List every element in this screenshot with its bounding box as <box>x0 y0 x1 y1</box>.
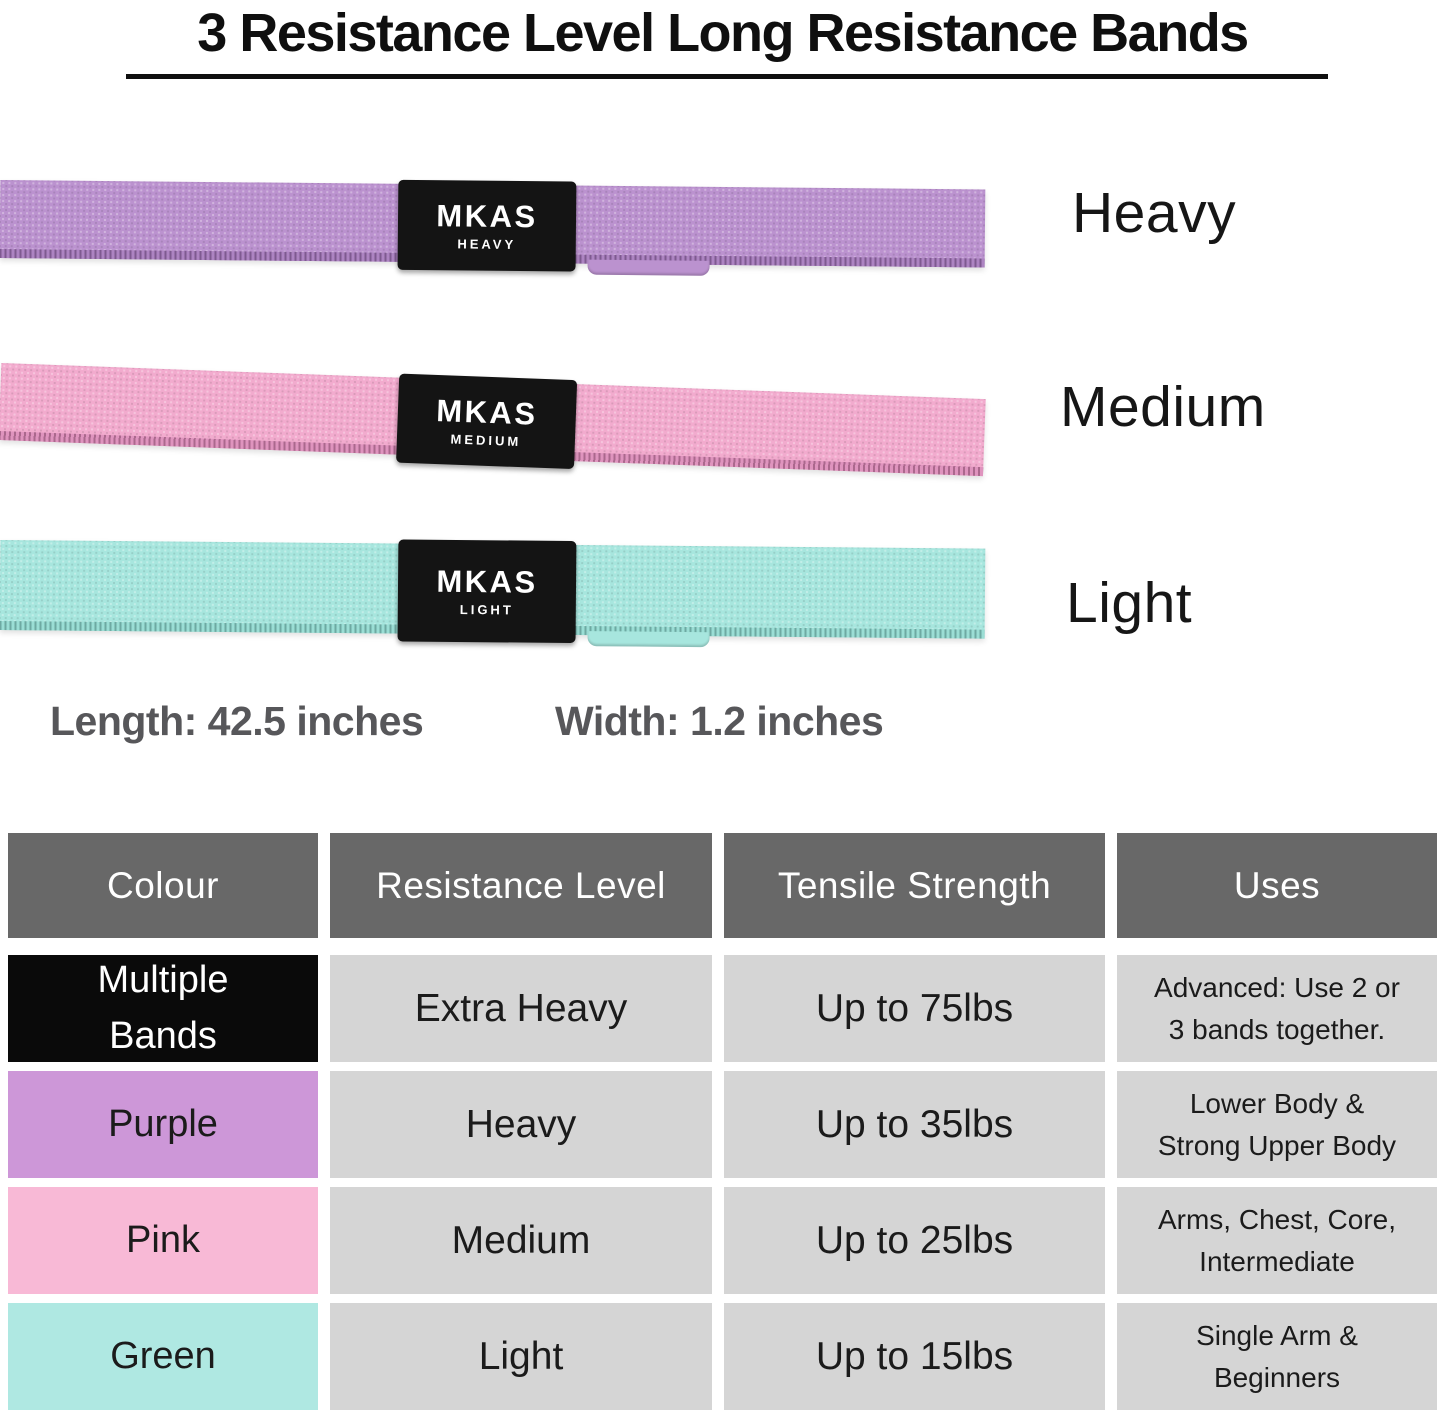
band-medium: MKAS MEDIUM <box>0 363 986 477</box>
band-heavy: MKAS HEAVY <box>0 179 986 276</box>
band-light-tag: MKAS LIGHT <box>397 539 577 644</box>
tag-level-text: HEAVY <box>457 236 517 252</box>
uses-cell: Arms, Chest, Core, Intermediate <box>1117 1187 1437 1294</box>
tag-level-text: LIGHT <box>459 602 514 618</box>
colour-cell-multiple-bands: Multiple Bands <box>8 955 318 1062</box>
colour-cell-text: Purple <box>108 1102 218 1145</box>
brand-logo-text: MKAS <box>435 392 539 432</box>
brand-logo-text: MKAS <box>436 563 538 600</box>
resistance-cell: Extra Heavy <box>330 955 712 1062</box>
colour-cell-pink: Pink <box>8 1187 318 1294</box>
dimensions-line: Length: 42.5 inches Width: 1.2 inches <box>0 698 1445 748</box>
header-cell-resistance-level: Resistance Level <box>330 833 712 938</box>
band-heavy-tag: MKAS HEAVY <box>397 179 577 272</box>
band-light: MKAS LIGHT <box>0 539 986 648</box>
uses-cell: Advanced: Use 2 or 3 bands together. <box>1117 955 1437 1062</box>
tag-level-text: MEDIUM <box>450 431 522 449</box>
side-label-medium: Medium <box>1060 375 1266 439</box>
colour-cell-text: Multiple Bands <box>97 959 229 1057</box>
band-medium-tag: MKAS MEDIUM <box>396 373 578 470</box>
resistance-cell: Heavy <box>330 1071 712 1178</box>
uses-cell: Lower Body & Strong Upper Body <box>1117 1071 1437 1178</box>
tensile-cell: Up to 15lbs <box>724 1303 1105 1410</box>
resistance-cell: Light <box>330 1303 712 1410</box>
header-cell-uses: Uses <box>1117 833 1437 938</box>
header-cell-tensile-strength: Tensile Strength <box>724 833 1105 938</box>
colour-cell-green: Green <box>8 1303 318 1410</box>
colour-cell-text: Pink <box>126 1218 200 1261</box>
spec-table-body: Multiple Bands Extra Heavy Up to 75lbs A… <box>8 955 1437 1410</box>
brand-logo-text: MKAS <box>436 198 538 235</box>
tensile-cell: Up to 35lbs <box>724 1071 1105 1178</box>
side-label-light: Light <box>1066 571 1193 635</box>
title-underline <box>126 74 1328 79</box>
uses-cell: Single Arm & Beginners <box>1117 1303 1437 1410</box>
band-light-photo: MKAS LIGHT <box>0 539 986 648</box>
tensile-cell: Up to 25lbs <box>724 1187 1105 1294</box>
band-medium-photo: MKAS MEDIUM <box>0 363 986 477</box>
resistance-cell: Medium <box>330 1187 712 1294</box>
spec-table-header: Colour Resistance Level Tensile Strength… <box>8 833 1437 938</box>
colour-cell-purple: Purple <box>8 1071 318 1178</box>
band-heavy-photo: MKAS HEAVY <box>0 179 986 276</box>
tensile-cell: Up to 75lbs <box>724 955 1105 1062</box>
header-cell-colour: Colour <box>8 833 318 938</box>
band-light-seam-notch <box>587 631 710 648</box>
band-heavy-seam-notch <box>587 259 710 276</box>
side-label-heavy: Heavy <box>1072 181 1237 245</box>
page-title: 3 Resistance Level Long Resistance Bands <box>197 3 1249 63</box>
length-spec-text: Length: 42.5 inches <box>50 698 424 744</box>
colour-cell-text: Green <box>110 1334 216 1377</box>
width-spec-text: Width: 1.2 inches <box>555 698 884 744</box>
